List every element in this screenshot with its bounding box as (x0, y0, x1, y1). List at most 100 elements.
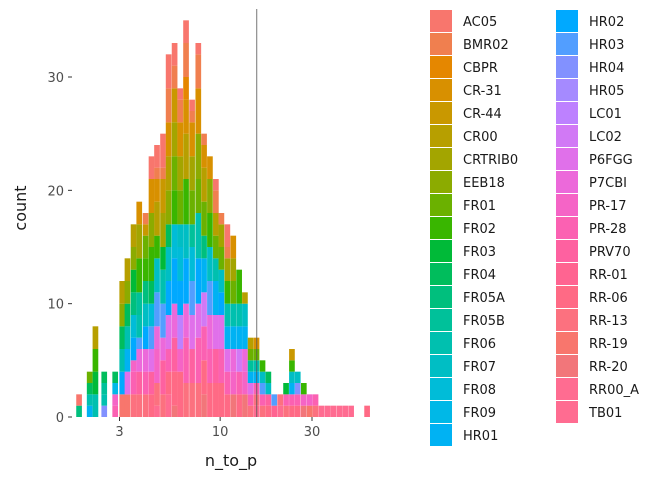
bar-segment-fr02 (224, 281, 231, 304)
bar-segment-p7cbi (230, 349, 237, 372)
legend-label: FR04 (463, 268, 496, 283)
bar-segment-fr08 (148, 303, 155, 327)
legend-label: HR04 (589, 61, 624, 76)
bar-segment-tb01 (277, 405, 283, 417)
bar-segment-pr-17 (230, 371, 237, 395)
bar-segment-pr-17 (306, 394, 313, 406)
legend-item: CR-44 (430, 102, 502, 124)
bar-segment-hr03 (148, 326, 155, 349)
x-tick-label: 10 (212, 425, 229, 440)
bar-segment-fr03 (130, 269, 137, 293)
bar-segment-hr03 (136, 337, 143, 349)
legend-item: LC02 (556, 125, 622, 147)
bar-segment-cr-31 (207, 156, 213, 179)
bar-segment-hr01 (242, 326, 248, 349)
legend-item: FR08 (430, 378, 496, 400)
legend-swatch (556, 171, 578, 193)
bar-segment-bmr02 (218, 213, 225, 225)
bar-segment-rr-01 (271, 405, 278, 417)
legend-item: FR04 (430, 263, 496, 285)
legend-swatch (430, 79, 452, 101)
legend-item: FR06 (430, 332, 496, 354)
bar-segment-fr06 (124, 326, 131, 349)
bar-segment-eeb18 (119, 303, 126, 327)
bar-segment-pr-17 (177, 349, 184, 372)
bar-segment-rr-13 (136, 394, 143, 417)
legend-label: FR07 (463, 360, 496, 375)
legend-item: LC01 (556, 102, 622, 124)
legend-label: EEB18 (463, 176, 505, 191)
legend-label: RR00_A (589, 383, 639, 398)
bar-segment-rr-19 (119, 394, 126, 417)
bar-segment-ac05 (148, 156, 155, 179)
legend-swatch (430, 309, 452, 331)
legend-label: CR-31 (463, 84, 502, 99)
bar-segment-cr00 (165, 156, 172, 191)
legend-label: HR05 (589, 84, 624, 99)
bar-segment-pr-28 (294, 394, 301, 406)
bar-segment-pr-17 (112, 394, 119, 406)
legend-swatch (430, 148, 452, 170)
legend-swatch (430, 33, 452, 55)
bar-segment-crtrib0 (189, 156, 195, 191)
legend-swatch (430, 401, 452, 423)
bar-segment-rr-13 (277, 394, 283, 406)
bar-segment-fr07 (218, 269, 225, 293)
bar-segment-fr02 (259, 360, 266, 372)
bar-segment-bmr02 (189, 111, 195, 123)
bar-segment-rr-13 (312, 405, 319, 417)
bar-segment-fr06 (92, 394, 99, 417)
legend-swatch (430, 263, 452, 285)
bar-segment-fr02 (236, 269, 242, 304)
bar-segment-prv70 (189, 349, 195, 383)
legend-swatch (556, 332, 578, 354)
bar-segment-cr-31 (154, 179, 160, 202)
bar-segment-p7cbi (171, 303, 178, 338)
bar-segment-hr02 (130, 337, 137, 361)
bar-segment-ac05 (213, 179, 219, 191)
bar-segment-rr-06 (201, 360, 207, 395)
bar-segment-pr-17 (154, 349, 160, 383)
bar-segment-pr-28 (112, 405, 119, 417)
legend-swatch (430, 332, 452, 354)
bar-segment-fr07 (265, 383, 272, 395)
bar-segment-p6fgg (165, 315, 172, 349)
legend-swatch (430, 424, 452, 446)
legend-swatch (556, 309, 578, 331)
legend-label: TB01 (588, 406, 622, 421)
bar-segment-pr-17 (242, 371, 248, 395)
bar-segment-pr-28 (312, 394, 319, 406)
bar-segment-cbpr (183, 77, 189, 100)
bar-segment-fr06 (86, 394, 93, 406)
bar-segment-cr-31 (195, 88, 202, 134)
bar-segment-prv70 (171, 337, 178, 372)
legend-item: HR04 (556, 56, 624, 78)
bar-segment-fr02 (289, 360, 295, 372)
bar-segment-cr00 (201, 167, 207, 202)
bar-segment-fr05b (101, 383, 108, 395)
bar-segment-fr06 (236, 303, 242, 327)
legend-item: TB01 (556, 401, 622, 423)
legend-swatch (556, 240, 578, 262)
legend-swatch (556, 56, 578, 78)
bar-segment-cr-31 (189, 122, 195, 157)
legend-label: CBPR (463, 61, 498, 76)
legend-item: P6FGG (556, 148, 633, 170)
y-axis: 0 10 20 30 (47, 71, 72, 426)
bar-segment-rr-13 (189, 383, 195, 417)
bar-segment-fr01 (247, 349, 254, 361)
bar-segment-cr00 (154, 201, 160, 236)
bar-segment-crtrib0 (230, 258, 237, 281)
bar-segment-fr04 (148, 281, 155, 304)
bar-segment-rr-13 (183, 383, 189, 417)
legend-label: HR03 (589, 38, 624, 53)
legend-swatch (430, 286, 452, 308)
legend-swatch (430, 378, 452, 400)
bar-segment-fr08 (130, 315, 137, 338)
legend-item: HR01 (430, 424, 498, 446)
bar-segment-fr02 (148, 247, 155, 281)
legend-label: FR05B (463, 314, 505, 329)
bar-segment-p7cbi (154, 326, 160, 349)
